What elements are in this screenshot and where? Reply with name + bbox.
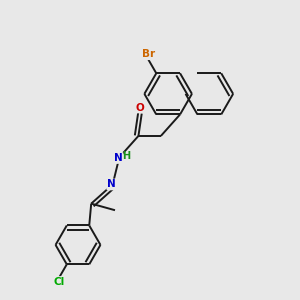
- Text: O: O: [136, 103, 145, 112]
- Text: H: H: [122, 151, 130, 161]
- Text: Br: Br: [142, 49, 155, 59]
- Text: N: N: [107, 179, 116, 190]
- Text: N: N: [114, 153, 123, 163]
- Text: Cl: Cl: [54, 277, 65, 287]
